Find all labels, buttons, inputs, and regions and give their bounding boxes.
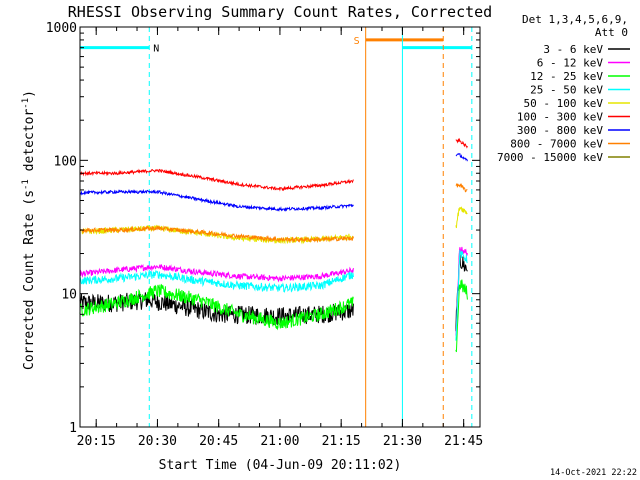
series-line-5-seg-0 — [79, 168, 354, 192]
series-line-7-seg-1 — [455, 182, 468, 193]
x-tick-label-4: 21:15 — [322, 434, 361, 449]
legend-header-1: Att 0 — [595, 26, 628, 39]
series-line-1-seg-0 — [79, 263, 354, 283]
y-tick-label-1: 10 — [61, 288, 77, 303]
plot-area: N S 1 10 100 1000 20:15 20:30 20:45 21:00 21:15 21:… — [46, 21, 484, 449]
y-tick-label-2: 100 — [54, 154, 77, 169]
y-tick-label-3: 1000 — [46, 21, 77, 36]
series-line-2-seg-0 — [79, 283, 354, 331]
x-tick-label-1: 20:30 — [138, 434, 177, 449]
x-tick-label-3: 21:00 — [260, 434, 299, 449]
series-line-0-seg-0 — [79, 291, 354, 326]
y-axis-label: Corrected Count Rate (s-1 detector-1) — [21, 90, 37, 370]
series-line-2-seg-1 — [455, 279, 468, 353]
legend-label-0: 3 - 6 keV — [543, 43, 603, 56]
legend-label-7: 800 - 7000 keV — [510, 138, 603, 151]
legend-label-5: 100 - 300 keV — [517, 111, 603, 124]
legend-label-3: 25 - 50 keV — [530, 84, 603, 97]
footer-date: 14-Oct-2021 22:22 — [550, 468, 637, 478]
chart-title: RHESSI Observing Summary Count Rates, Co… — [68, 3, 492, 21]
legend-label-8: 7000 - 15000 keV — [497, 151, 603, 164]
flag-label-S: S — [354, 36, 360, 47]
legend-label-6: 300 - 800 keV — [517, 124, 603, 137]
flag-label-N: N — [153, 44, 159, 55]
series-line-3-seg-1 — [455, 249, 468, 341]
series-line-6-seg-1 — [455, 152, 468, 162]
series-line-6-seg-0 — [79, 188, 354, 212]
series-line-7-seg-0 — [79, 225, 354, 244]
x-tick-label-0: 20:15 — [77, 434, 116, 449]
x-tick-label-6: 21:45 — [444, 434, 483, 449]
legend-label-2: 12 - 25 keV — [530, 70, 603, 83]
series-line-5-seg-1 — [455, 137, 468, 149]
legend-header-0: Det 1,3,4,5,6,9, — [522, 13, 628, 26]
series-line-4-seg-1 — [455, 206, 468, 229]
legend-label-1: 6 - 12 keV — [537, 57, 604, 70]
x-tick-label-2: 20:45 — [199, 434, 238, 449]
x-tick-label-5: 21:30 — [383, 434, 422, 449]
y-tick-label-0: 1 — [69, 421, 77, 436]
x-axis-label: Start Time (04-Jun-09 20:11:02) — [159, 458, 402, 473]
series-line-3-seg-0 — [79, 270, 354, 293]
legend-label-4: 50 - 100 keV — [524, 97, 604, 110]
